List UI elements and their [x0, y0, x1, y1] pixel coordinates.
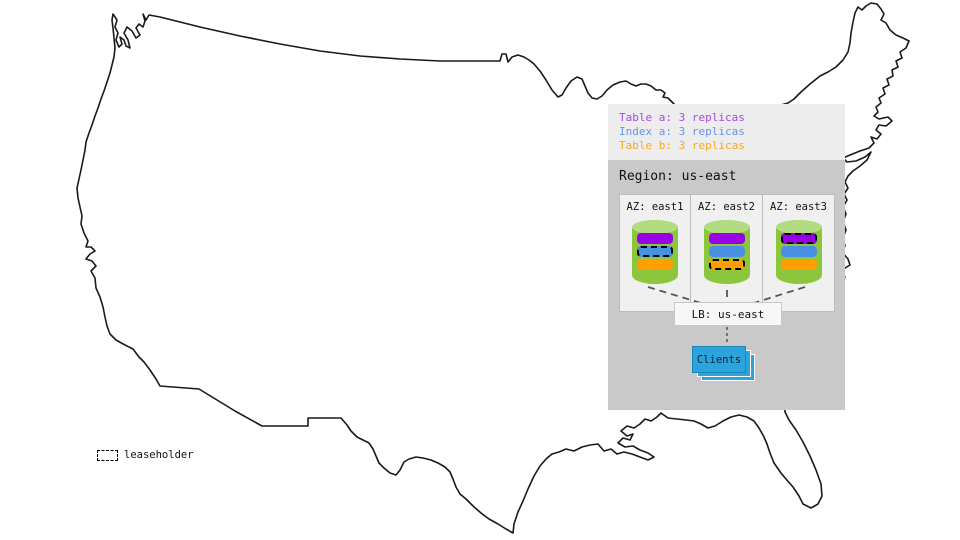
replica-bar-index-a	[708, 246, 745, 257]
replica-bar-table-a-leaseholder	[780, 233, 817, 244]
replica-bar-index-a-leaseholder	[637, 246, 673, 257]
az-east2-label: AZ: east2	[698, 201, 755, 213]
az-east1-label: AZ: east1	[626, 201, 684, 213]
replica-bars-east3	[780, 233, 817, 270]
database-cylinder-east3	[775, 220, 822, 284]
clients-label: Clients	[696, 353, 742, 366]
replica-bar-table-b-leaseholder	[708, 259, 745, 270]
az-east3-cell: AZ: east3	[763, 194, 835, 312]
database-cylinder-east2	[703, 220, 750, 284]
clients-stack: Clients	[692, 346, 755, 381]
az-east1-cell: AZ: east1	[619, 194, 691, 312]
load-balancer-box: LB: us-east	[674, 302, 782, 326]
replica-bar-table-b	[637, 259, 673, 270]
replica-bar-table-a	[708, 233, 745, 244]
az-row: AZ: east1 AZ: east2 AZ: east3	[619, 194, 835, 312]
cylinder-top-ellipse	[775, 220, 822, 234]
replica-bar-index-a	[780, 246, 817, 257]
region-title: Region: us-east	[619, 169, 737, 184]
leaseholder-swatch-icon	[97, 449, 118, 461]
replication-legend-panel: Table a: 3 replicas Index a: 3 replicas …	[608, 104, 845, 160]
az-east3-label: AZ: east3	[770, 201, 827, 213]
cylinder-top-ellipse	[703, 220, 750, 234]
leaseholder-key: leaseholder	[97, 449, 194, 461]
replica-bar-table-b	[780, 259, 817, 270]
replica-bars-east2	[708, 233, 745, 270]
cylinder-top-ellipse	[632, 220, 678, 234]
leaseholder-key-label: leaseholder	[124, 449, 194, 461]
load-balancer-label: LB: us-east	[691, 307, 765, 321]
az-east2-cell: AZ: east2	[691, 194, 763, 312]
legend-index-a: Index a: 3 replicas	[619, 125, 745, 138]
legend-table-b: Table b: 3 replicas	[619, 139, 745, 152]
database-cylinder-east1	[632, 220, 678, 284]
clients-box: Clients	[692, 346, 746, 373]
legend-table-a: Table a: 3 replicas	[619, 111, 745, 124]
replica-bars-east1	[637, 233, 673, 270]
replica-bar-table-a	[637, 233, 673, 244]
